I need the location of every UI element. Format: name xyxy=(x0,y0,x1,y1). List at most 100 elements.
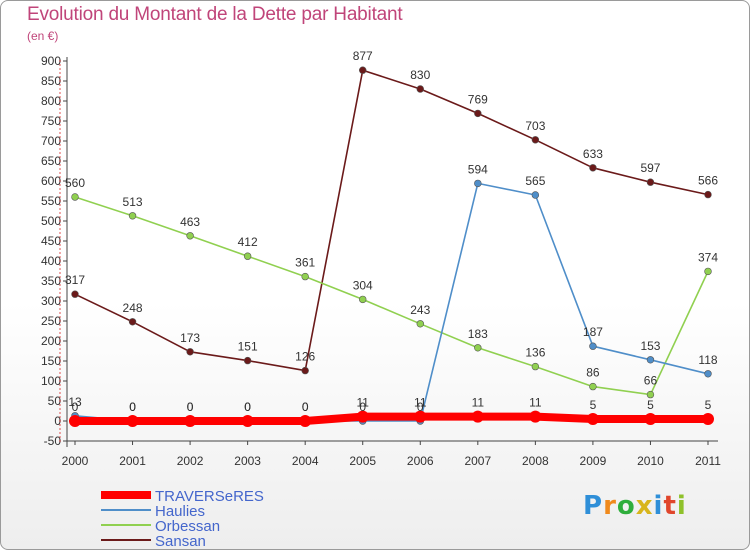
data-label: 0 xyxy=(187,400,194,414)
data-label: 136 xyxy=(525,346,545,360)
y-tick-label: 700 xyxy=(41,134,61,148)
data-label: 566 xyxy=(698,174,718,188)
data-point xyxy=(531,362,540,371)
x-tick-label: 2011 xyxy=(695,454,721,468)
data-point xyxy=(646,356,655,364)
x-tick-label: 2002 xyxy=(177,454,204,468)
data-label: 304 xyxy=(353,278,373,292)
data-label: 830 xyxy=(410,68,430,82)
data-point xyxy=(589,164,597,172)
series-line-haulies xyxy=(74,182,709,422)
y-tick-label: 450 xyxy=(41,234,61,248)
data-label: 513 xyxy=(123,195,143,209)
data-label: 412 xyxy=(238,235,258,249)
data-label: 0 xyxy=(244,400,251,414)
data-point xyxy=(531,136,540,144)
data-label: 86 xyxy=(586,366,600,380)
y-tick-label: 200 xyxy=(41,334,61,348)
x-tick-label: 2004 xyxy=(292,454,319,468)
x-tick-label: 2005 xyxy=(349,454,376,468)
y-tick-label: 350 xyxy=(41,274,61,288)
data-point xyxy=(702,413,714,425)
data-point xyxy=(474,179,482,188)
data-label: 118 xyxy=(698,353,717,367)
data-label: 66 xyxy=(644,374,658,388)
y-tick-label: 500 xyxy=(41,214,61,228)
data-label: 0 xyxy=(417,400,424,414)
x-tick-label: 2006 xyxy=(407,454,434,468)
x-tick-label: 2001 xyxy=(119,454,146,468)
series-line-traverseres xyxy=(71,412,712,425)
data-label: 173 xyxy=(180,331,200,345)
data-label: 0 xyxy=(359,400,366,414)
series-line-orbessan xyxy=(74,196,709,396)
data-label: 0 xyxy=(72,400,79,414)
data-label: 361 xyxy=(295,256,315,270)
data-point xyxy=(71,290,79,298)
data-label: 187 xyxy=(583,325,603,339)
data-point xyxy=(644,413,657,425)
legend-label-sansan: Sansan xyxy=(155,533,206,550)
proxiti-logo: Proxiti xyxy=(583,491,687,521)
y-tick-label: 900 xyxy=(41,54,61,68)
data-point xyxy=(474,109,482,118)
legend-label-orbessan: Orbessan xyxy=(155,518,220,535)
y-tick-label: 850 xyxy=(41,74,61,88)
legend-label-haulies: Haulies xyxy=(155,503,205,520)
data-label: 11 xyxy=(529,396,542,410)
data-label: 769 xyxy=(468,92,488,106)
chart-subtitle: (en €) xyxy=(27,29,59,43)
data-point xyxy=(243,356,252,365)
y-tick-label: 650 xyxy=(41,154,61,168)
data-point xyxy=(186,232,194,240)
data-label: 877 xyxy=(353,49,373,63)
y-tick-label: 150 xyxy=(41,354,61,368)
x-tick-label: 2009 xyxy=(580,454,607,468)
data-label: 374 xyxy=(698,250,718,264)
data-label: 0 xyxy=(129,400,136,414)
y-tick-label: 750 xyxy=(41,114,61,128)
data-label: 11 xyxy=(472,396,485,410)
data-point xyxy=(301,366,309,375)
data-label: 633 xyxy=(583,147,603,161)
data-point xyxy=(646,178,655,186)
y-tick-label: 400 xyxy=(41,254,61,268)
data-point xyxy=(474,344,482,352)
data-point xyxy=(416,85,424,93)
data-point xyxy=(241,415,254,427)
x-tick-label: 2010 xyxy=(637,454,664,468)
data-point xyxy=(69,415,81,427)
data-point xyxy=(589,382,597,391)
data-label: 0 xyxy=(129,400,136,414)
data-label: 5 xyxy=(647,398,654,412)
data-point xyxy=(531,191,540,199)
data-label: 0 xyxy=(302,400,309,414)
data-point xyxy=(471,410,484,423)
data-label: 0 xyxy=(302,400,309,414)
data-label: 151 xyxy=(238,340,258,354)
data-label: 463 xyxy=(180,215,200,229)
data-label: 0 xyxy=(244,400,251,414)
data-point xyxy=(126,415,139,427)
data-point xyxy=(414,410,427,423)
data-label: 565 xyxy=(525,174,545,188)
y-tick-label: -50 xyxy=(44,434,62,448)
data-point xyxy=(359,66,367,74)
chart-title: Evolution du Montant de la Dette par Hab… xyxy=(27,4,403,25)
data-label: 594 xyxy=(468,162,488,176)
data-point xyxy=(186,348,194,356)
data-point xyxy=(128,318,137,326)
data-label: 153 xyxy=(640,339,660,353)
data-label: 243 xyxy=(410,303,430,317)
data-label: 317 xyxy=(65,273,85,287)
y-tick-label: 0 xyxy=(54,414,61,428)
data-label: 126 xyxy=(295,350,315,364)
series-line-sansan xyxy=(74,69,709,372)
x-tick-label: 2000 xyxy=(62,454,89,468)
data-label: 0 xyxy=(187,400,194,414)
data-label: 703 xyxy=(525,119,545,133)
y-tick-label: 600 xyxy=(41,174,61,188)
data-label: 560 xyxy=(65,176,85,190)
data-point xyxy=(299,415,312,427)
data-point xyxy=(704,370,712,378)
